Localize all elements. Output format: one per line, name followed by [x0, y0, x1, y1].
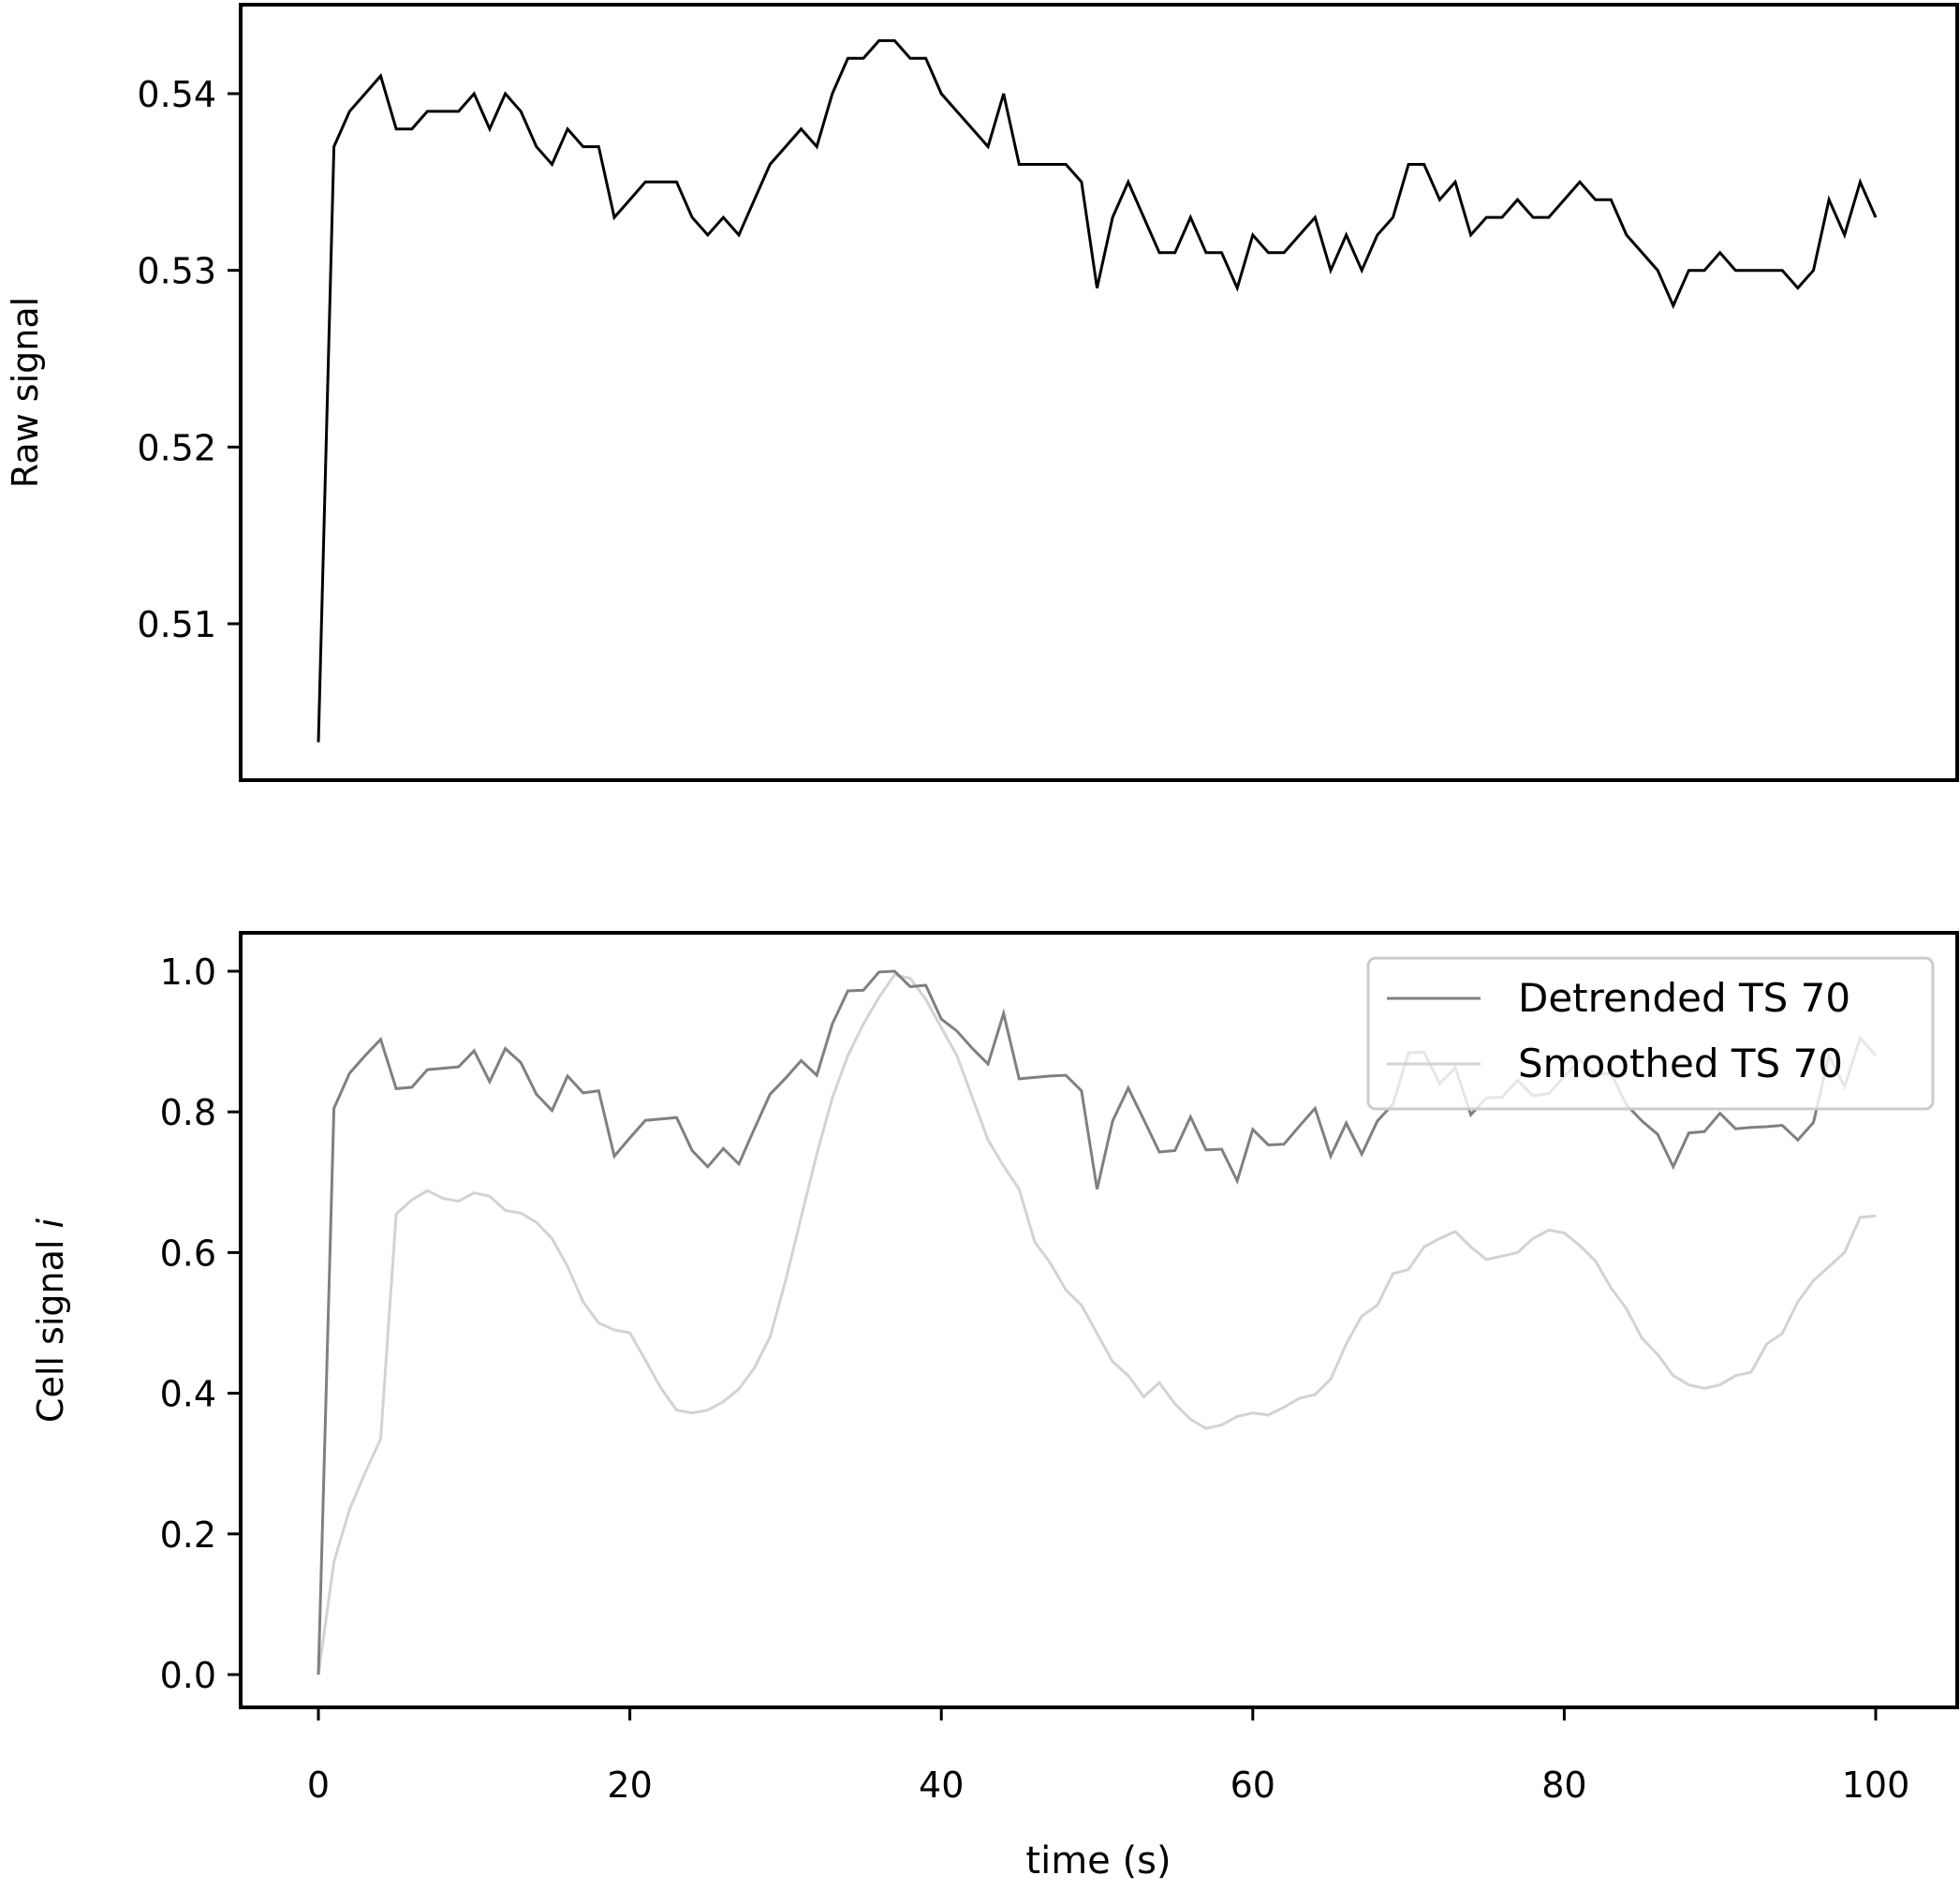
top-y-axis-label: Raw signal: [5, 297, 46, 488]
bottom-y-axis-label: Cell signal i: [30, 1218, 71, 1423]
x-axis-label: time (s): [1025, 1839, 1171, 1883]
y-tick-label: 0.0: [160, 1655, 216, 1696]
top-plot-series: [317, 38, 1878, 743]
y-tick-label: 0.54: [137, 74, 216, 115]
series-line-smoothed-ts-70: [317, 973, 1877, 1676]
x-tick-label: 60: [1231, 1764, 1275, 1806]
x-tick-label: 80: [1541, 1764, 1586, 1806]
bottom-y-axis-ticks: 0.0 0.2 0.4 0.6 0.8 1.0: [160, 952, 241, 1696]
y-tick-label: 0.6: [160, 1233, 216, 1274]
legend-label-detrended: Detrended TS 70: [1518, 975, 1850, 1021]
series-line-raw-signal: [317, 38, 1878, 743]
bottom-panel: 0.0 0.2 0.4 0.6 0.8 1.0 0 20 40 60 80 100 Detrende…: [30, 931, 1959, 1883]
x-tick-label: 0: [307, 1764, 330, 1806]
top-axes-frame: [239, 3, 1959, 782]
y-tick-label: 1.0: [160, 952, 216, 993]
y-tick-label: 0.52: [137, 427, 216, 468]
x-tick-label: 100: [1842, 1764, 1910, 1806]
x-tick-label: 20: [607, 1764, 652, 1806]
x-tick-label: 40: [919, 1764, 964, 1806]
bottom-x-axis-ticks: 0 20 40 60 80 100: [307, 1707, 1909, 1806]
y-tick-label: 0.2: [160, 1514, 216, 1556]
bottom-axes-frame: [239, 931, 1959, 1709]
y-tick-label: 0.51: [137, 604, 216, 645]
legend-box: [1366, 956, 1935, 1111]
top-panel: 0.51 0.52 0.53 0.54 Raw signal: [5, 3, 1959, 782]
bottom-y-axis-label-text: Cell signal: [30, 1228, 71, 1423]
bottom-y-axis-label-italic: i: [30, 1218, 71, 1228]
y-tick-label: 0.8: [160, 1092, 216, 1133]
y-tick-label: 0.53: [137, 251, 216, 292]
legend-label-smoothed: Smoothed TS 70: [1518, 1041, 1843, 1086]
y-tick-label: 0.4: [160, 1374, 216, 1415]
legend: Detrended TS 70 Smoothed TS 70: [1366, 956, 1935, 1111]
top-y-axis-ticks: 0.51 0.52 0.53 0.54: [137, 74, 241, 645]
